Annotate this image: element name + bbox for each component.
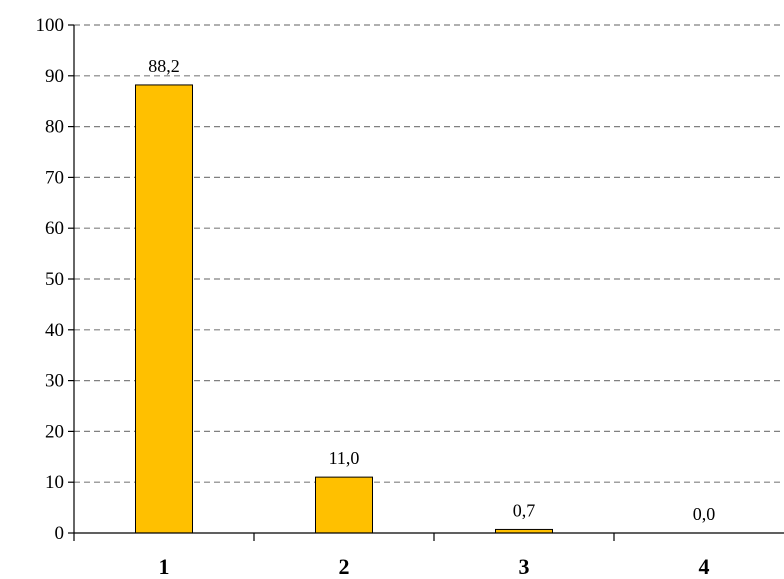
bar (315, 476, 373, 534)
y-tick-label: 60 (45, 218, 64, 239)
y-tick-label: 20 (45, 421, 64, 442)
gridlines (74, 24, 784, 483)
y-tick-label: 0 (55, 523, 65, 544)
data-label: 0,7 (513, 500, 536, 520)
x-tick-label: 4 (699, 554, 710, 579)
y-tick-label: 40 (45, 320, 64, 341)
axes (68, 24, 784, 541)
x-tick-label: 2 (339, 554, 350, 579)
bars (135, 84, 553, 534)
x-tick-label: 3 (519, 554, 530, 579)
y-tick-label: 80 (45, 117, 64, 138)
y-tick-label: 100 (36, 15, 65, 36)
bar (135, 84, 193, 534)
data-label: 11,0 (329, 448, 360, 468)
y-tick-label: 10 (45, 472, 64, 493)
y-tick-label: 90 (45, 66, 64, 87)
data-label: 88,2 (148, 56, 180, 76)
y-tick-label: 30 (45, 371, 64, 392)
labels: 0 10 20 30 40 50 60 70 80 90 100 88,2 1 11,0 2 0,7 3 0,0 4 (36, 15, 716, 579)
y-tick-label: 70 (45, 167, 64, 188)
x-tick-label: 1 (159, 554, 170, 579)
y-tick-label: 50 (45, 269, 64, 290)
data-label: 0,0 (693, 504, 716, 524)
